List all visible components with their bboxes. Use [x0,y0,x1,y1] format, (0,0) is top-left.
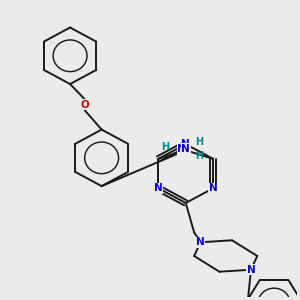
Text: N: N [209,183,218,193]
Text: N: N [177,144,186,154]
Text: N: N [182,144,190,154]
Text: N: N [247,265,255,275]
Text: H: H [195,137,203,147]
Text: H: H [161,142,169,152]
Text: N: N [196,237,205,247]
Text: N: N [154,183,163,193]
Text: H: H [195,151,203,161]
Text: O: O [80,100,89,110]
Text: N: N [182,139,190,149]
